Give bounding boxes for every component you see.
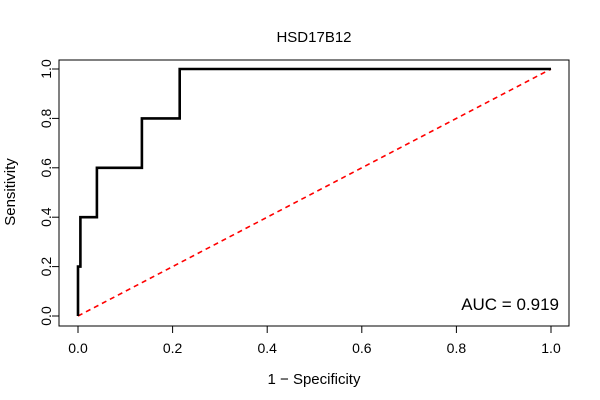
x-tick-label: 0.2 [163, 340, 183, 356]
y-tick-label: 1.0 [38, 59, 54, 79]
x-tick-label: 1.0 [541, 340, 561, 356]
reference-diagonal-line [77, 68, 552, 317]
y-axis-label: Sensitivity [2, 158, 19, 226]
y-tick-label: 0.4 [38, 207, 54, 227]
y-tick-label: 0.2 [38, 257, 54, 277]
x-tick-label: 0.6 [352, 340, 372, 356]
series-layer [76, 67, 552, 317]
y-tick-label: 0.6 [38, 158, 54, 178]
x-axis-label: 1 − Specificity [268, 371, 361, 388]
y-axis: 0.0 0.2 0.4 0.6 0.8 1.0 [38, 59, 60, 326]
y-tick-label: 0.0 [38, 306, 54, 326]
x-tick-label: 0.0 [68, 340, 88, 356]
roc-curve-line [76, 67, 551, 316]
y-tick-label: 0.8 [38, 108, 54, 128]
chart-title: HSD17B12 [276, 29, 351, 46]
x-axis: 0.0 0.2 0.4 0.6 0.8 1.0 [68, 325, 561, 356]
x-tick-label: 0.4 [257, 340, 277, 356]
x-tick-label: 0.8 [447, 340, 467, 356]
auc-annotation: AUC = 0.919 [461, 295, 559, 314]
